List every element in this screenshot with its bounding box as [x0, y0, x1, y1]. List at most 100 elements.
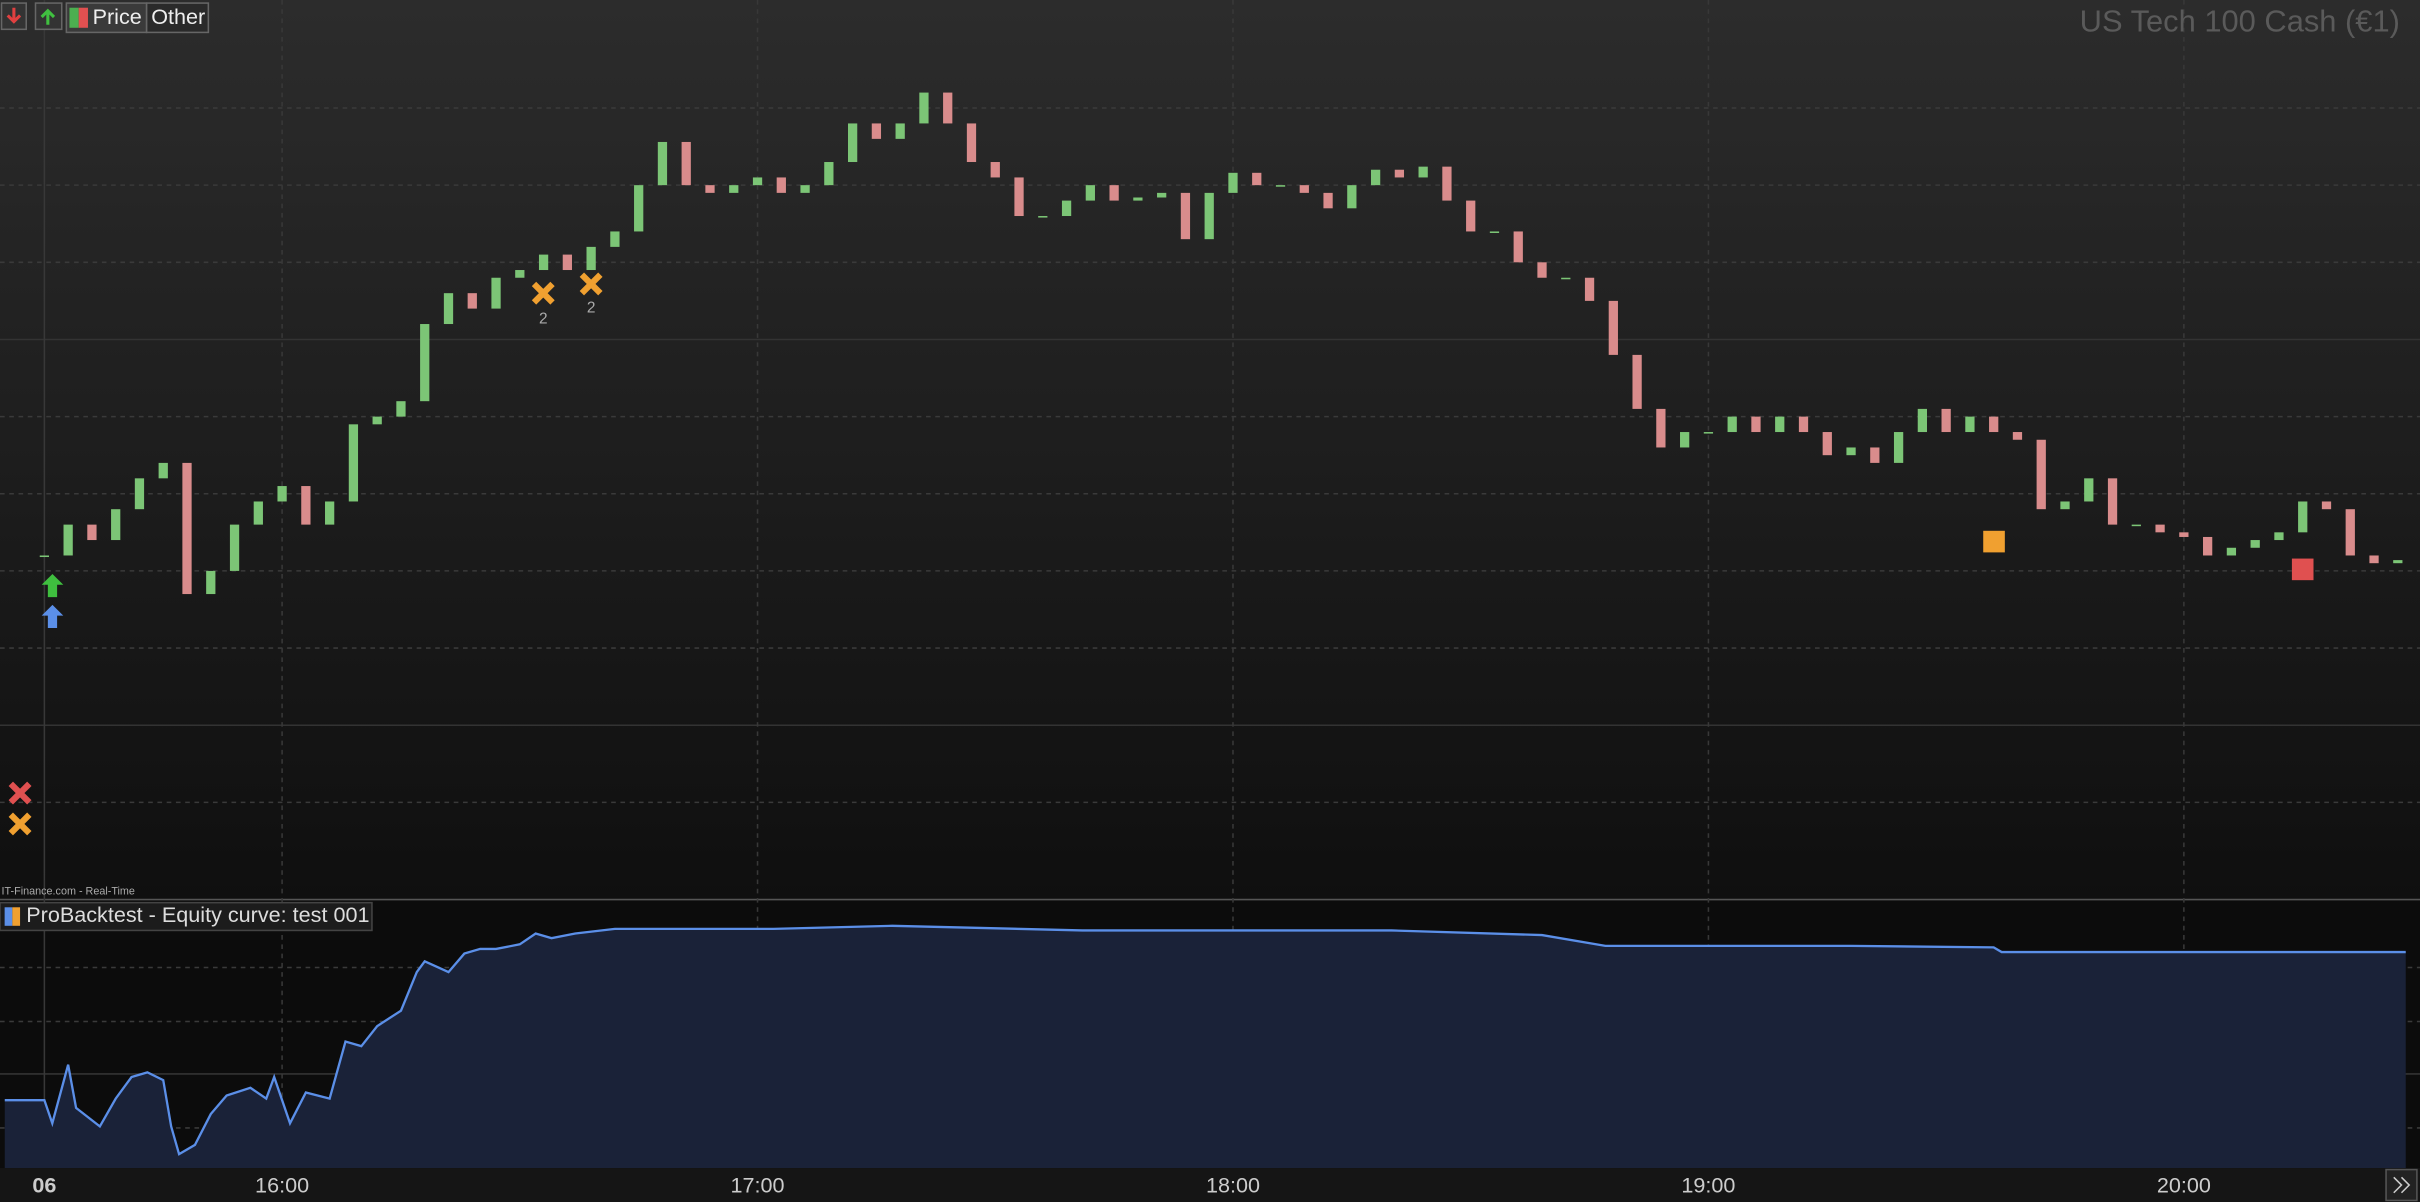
candle — [919, 92, 929, 124]
time-axis — [0, 1168, 2420, 1202]
scroll-icon — [2393, 1176, 2411, 1194]
candle — [1656, 408, 1666, 448]
candle — [1584, 277, 1595, 301]
candle — [1751, 416, 1761, 433]
candle — [705, 185, 715, 193]
candle — [206, 570, 216, 595]
candle — [610, 231, 620, 247]
other-tab[interactable] — [145, 2, 210, 34]
candle — [871, 123, 882, 139]
trade-count: 2 — [539, 310, 548, 327]
candle — [562, 254, 572, 271]
candle — [1394, 169, 1405, 178]
candle — [2107, 478, 2118, 525]
candle — [2298, 501, 2308, 533]
candle — [2321, 501, 2332, 510]
candle — [1727, 416, 1737, 433]
candle — [2131, 524, 2141, 527]
candle — [396, 401, 406, 417]
candle — [1133, 197, 1143, 201]
candle — [1204, 192, 1214, 240]
candle — [1941, 408, 1951, 433]
x-tick-label: 06 — [32, 1172, 56, 1197]
candle — [800, 185, 810, 193]
candle — [2345, 509, 2355, 556]
candle — [1846, 447, 1856, 456]
candle — [325, 501, 335, 525]
candle — [1965, 416, 1975, 433]
equity-title: ProBacktest - Equity curve: test 001 — [26, 902, 369, 927]
candle — [111, 509, 121, 541]
candle — [1109, 185, 1119, 201]
candle — [1893, 432, 1904, 463]
legend-swatch — [4, 907, 13, 926]
x-tick-label: 18:00 — [1206, 1172, 1260, 1197]
toolbar[interactable]: Price Other — [0, 2, 210, 34]
order-square — [2291, 558, 2314, 581]
candle — [1561, 277, 1571, 280]
candle — [182, 462, 192, 595]
candle — [2036, 439, 2046, 510]
equity-line — [4, 924, 2406, 1156]
exit-cross — [579, 272, 603, 296]
tab-swatch — [78, 7, 88, 28]
entry-arrow — [41, 604, 64, 629]
price-pane — [0, 0, 2420, 900]
candle — [1180, 192, 1191, 240]
equity-legend — [0, 901, 373, 932]
candle — [657, 141, 668, 186]
candle — [538, 254, 549, 271]
x-tick-label: 20:00 — [2157, 1172, 2211, 1197]
tab-swatch — [69, 7, 79, 28]
tab-label[interactable]: Price — [93, 4, 142, 29]
candle — [1418, 166, 1428, 178]
x-tick-label: 17:00 — [731, 1172, 785, 1197]
tab-label[interactable]: Other — [151, 4, 205, 29]
candle — [729, 185, 739, 193]
candle — [2155, 524, 2165, 533]
candle — [2393, 560, 2403, 564]
candle — [1061, 200, 1072, 217]
candle — [1442, 166, 1452, 201]
candle — [1989, 416, 1999, 433]
order-square — [1983, 530, 2005, 553]
candle — [1917, 408, 1928, 433]
candle — [1537, 262, 1547, 278]
candle — [515, 270, 525, 278]
candle — [1870, 447, 1880, 463]
candle — [443, 293, 454, 325]
candle — [1275, 185, 1286, 187]
candle — [2012, 432, 2023, 440]
exit-cross — [531, 281, 555, 305]
candle — [1347, 185, 1357, 209]
candle — [2203, 536, 2213, 556]
candle — [467, 293, 477, 309]
candle — [372, 416, 382, 425]
candle — [2226, 547, 2237, 556]
candle — [1014, 177, 1024, 217]
candle — [895, 123, 905, 139]
sell-icon — [6, 7, 22, 24]
candle — [586, 246, 596, 271]
candle — [1608, 300, 1618, 355]
candle — [752, 177, 763, 186]
candle — [1252, 172, 1262, 186]
legend-swatch — [12, 907, 21, 926]
candle — [2179, 532, 2189, 537]
candle — [824, 162, 834, 186]
candle — [277, 486, 287, 502]
candle — [990, 162, 1000, 178]
candle — [1798, 416, 1809, 433]
candle — [1299, 185, 1309, 193]
candle — [491, 277, 501, 309]
candle — [847, 123, 858, 163]
trade-count: 2 — [587, 300, 596, 317]
candle — [301, 486, 311, 525]
candle — [1466, 200, 1476, 232]
candle — [2084, 478, 2094, 502]
buy-icon — [40, 8, 56, 25]
candle — [1489, 231, 1500, 233]
candle — [1323, 192, 1333, 209]
exit-cross — [8, 812, 32, 836]
